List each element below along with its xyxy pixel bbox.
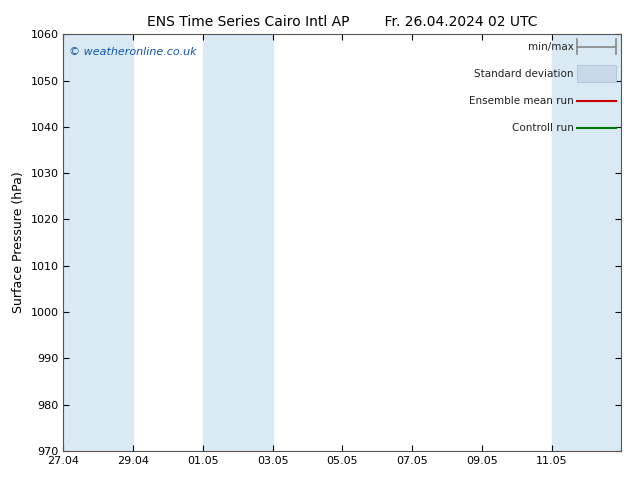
Text: min/max: min/max [528, 42, 574, 51]
Text: Controll run: Controll run [512, 123, 574, 133]
Text: © weatheronline.co.uk: © weatheronline.co.uk [69, 47, 197, 57]
Text: Ensemble mean run: Ensemble mean run [469, 96, 574, 106]
Bar [552, 34, 621, 451]
Y-axis label: Surface Pressure (hPa): Surface Pressure (hPa) [12, 172, 25, 314]
Title: ENS Time Series Cairo Intl AP        Fr. 26.04.2024 02 UTC: ENS Time Series Cairo Intl AP Fr. 26.04.… [147, 15, 538, 29]
Bar [63, 34, 133, 451]
Text: Standard deviation: Standard deviation [474, 69, 574, 79]
Bar [577, 65, 616, 82]
Bar [203, 34, 273, 451]
